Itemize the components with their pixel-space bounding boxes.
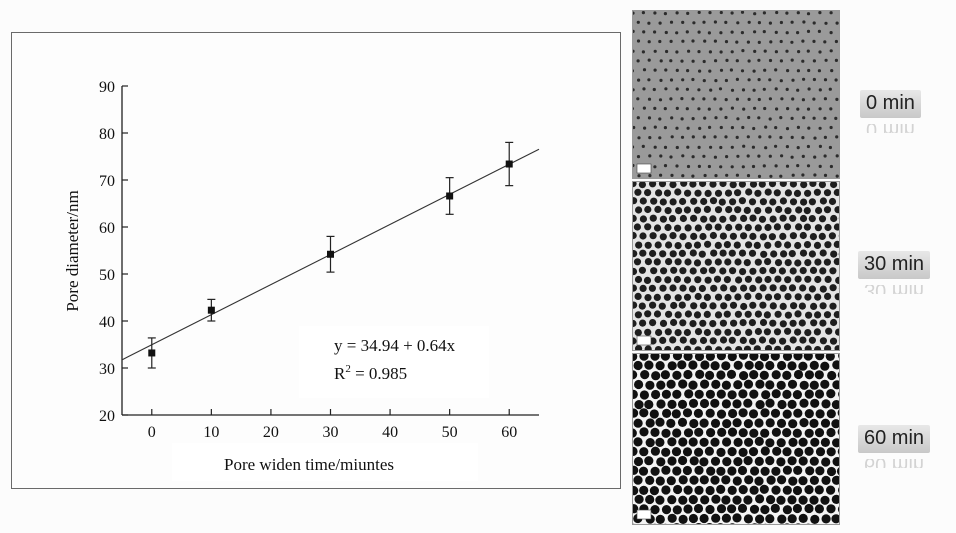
xlabel-box bbox=[172, 443, 478, 481]
label-60min-reflection: 60 min bbox=[864, 459, 924, 468]
y-tick-label: 40 bbox=[99, 314, 115, 331]
x-axis-label: Pore widen time/miuntes bbox=[224, 455, 394, 474]
label-30min: 30 min bbox=[858, 251, 931, 279]
data-point bbox=[148, 349, 156, 357]
y-axis-label: Pore diameter/nm bbox=[63, 190, 82, 311]
label-60min: 60 min bbox=[858, 425, 931, 453]
data-point bbox=[446, 192, 454, 200]
y-tick-label: 60 bbox=[99, 220, 115, 237]
x-tick-label: 40 bbox=[382, 424, 398, 441]
label-0min: 0 min bbox=[860, 90, 921, 118]
sem-image-30min bbox=[632, 181, 840, 351]
sem-image-0min bbox=[632, 10, 840, 179]
data-point bbox=[327, 250, 334, 258]
chart-panel: 20 30 40 50 60 70 80 90 0 10 20 30 40 50 60 y = 34.94 … bbox=[11, 32, 621, 489]
x-tick-label: 50 bbox=[442, 424, 458, 441]
y-tick-label: 90 bbox=[99, 79, 115, 96]
y-tick-label: 20 bbox=[99, 408, 115, 425]
x-tick-label: 60 bbox=[501, 424, 517, 441]
sem-image-60min bbox=[632, 353, 840, 525]
y-tick-label: 30 bbox=[99, 361, 115, 378]
r-squared: R2 = 0.985 bbox=[334, 363, 407, 383]
y-tick-label: 70 bbox=[99, 173, 115, 190]
scatter-plot: 20 30 40 50 60 70 80 90 0 10 20 30 40 50 60 y = 34.94 … bbox=[63, 79, 540, 481]
annotation-box bbox=[299, 326, 489, 398]
x-tick-label: 30 bbox=[323, 424, 339, 441]
label-30min-reflection: 30 min bbox=[864, 285, 924, 294]
y-tick-label: 50 bbox=[99, 267, 115, 284]
x-tick-label: 10 bbox=[203, 424, 219, 441]
data-point bbox=[207, 306, 215, 314]
data-point bbox=[505, 160, 513, 168]
fit-equation: y = 34.94 + 0.64x bbox=[334, 336, 456, 355]
label-0min-reflection: 0 min bbox=[866, 124, 915, 133]
x-tick-label: 0 bbox=[148, 424, 156, 441]
x-tick-label: 20 bbox=[263, 424, 279, 441]
y-tick-label: 80 bbox=[99, 126, 115, 143]
